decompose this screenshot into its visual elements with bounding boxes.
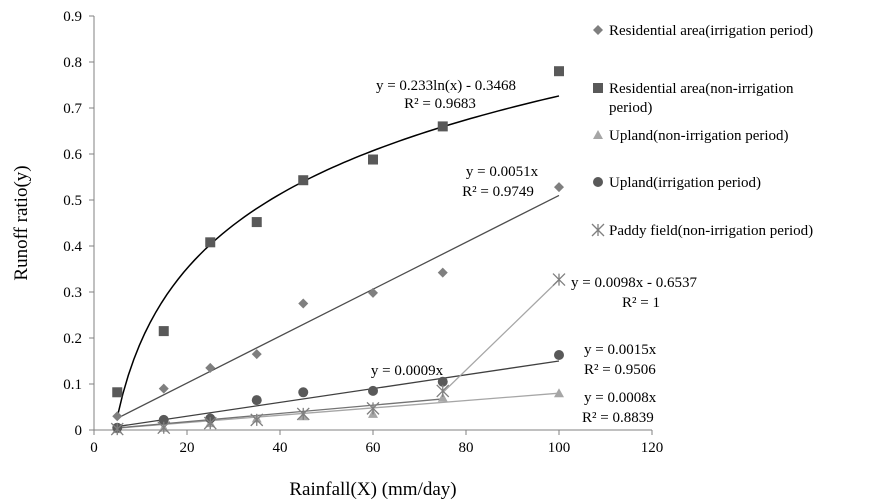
legend-label: Upland(non-irrigation period) xyxy=(609,128,789,144)
trendlines xyxy=(116,95,560,429)
y-tick-label: 0.9 xyxy=(63,9,82,25)
trendline-equation: R² = 0.9749 xyxy=(462,184,534,200)
diamond-point xyxy=(554,182,564,193)
y-tick-label: 0.8 xyxy=(63,55,82,71)
y-tick-label: 0.2 xyxy=(63,331,82,347)
x-axis-title: Rainfall(X) (mm/day) xyxy=(289,479,456,500)
trendline xyxy=(117,392,560,429)
y-tick-label: 0.4 xyxy=(63,239,82,255)
trendline xyxy=(117,398,443,429)
trendline-equation: y = 0.0008x xyxy=(584,390,657,406)
square-point xyxy=(368,154,378,165)
circle-point xyxy=(158,414,169,425)
circle-point xyxy=(298,387,309,398)
triangle-point xyxy=(554,388,564,398)
y-axis-title: Runoff ratio(y) xyxy=(11,165,32,280)
legend-marker-square xyxy=(593,83,603,93)
x-tick-label: 120 xyxy=(641,440,664,456)
x-tick-label: 0 xyxy=(90,440,98,456)
trendline-equation: R² = 0.8839 xyxy=(582,410,654,426)
legend-item: Upland(irrigation period) xyxy=(593,175,761,191)
diamond-point xyxy=(205,362,216,373)
y-tick-label: 0.7 xyxy=(63,101,82,117)
star-point xyxy=(296,407,310,421)
diamond-point xyxy=(437,267,448,278)
trendline-equation: y = 0.0015x xyxy=(584,342,657,358)
legend-marker-triangle xyxy=(593,130,603,139)
legend-item: Residential area(non-irrigation period) xyxy=(593,81,794,116)
square-point xyxy=(251,217,262,228)
y-tick-label: 0.5 xyxy=(63,193,82,209)
legend-item: Residential area(irrigation period) xyxy=(593,23,813,39)
trendline-equation: R² = 0.9683 xyxy=(404,96,476,112)
diamond-point xyxy=(368,287,378,298)
x-tick-label: 100 xyxy=(548,440,571,456)
square-point xyxy=(112,387,123,398)
trendline xyxy=(116,95,560,418)
legend-marker-star xyxy=(591,223,605,237)
star-point xyxy=(250,413,264,427)
circle-point xyxy=(368,385,378,396)
trendline xyxy=(117,360,560,428)
star-point xyxy=(366,401,380,415)
annotations: y = 0.233ln(x) - 0.3468 R² = 0.9683 y = 0.… xyxy=(371,78,698,426)
x-tick-label: 40 xyxy=(273,440,288,456)
y-tick-label: 0.1 xyxy=(63,377,82,393)
square-point xyxy=(554,66,564,77)
diamond-point xyxy=(298,298,309,309)
trendline xyxy=(116,194,560,419)
trendline xyxy=(442,279,560,394)
y-tick-label: 0.3 xyxy=(63,285,82,301)
legend-label: Paddy field(non-irrigation period) xyxy=(609,223,813,239)
trendline-equation: R² = 0.9506 xyxy=(584,362,656,378)
square-point xyxy=(205,237,216,248)
diamond-point xyxy=(251,349,262,360)
circle-point xyxy=(554,350,564,361)
trendline-equation: R² = 1 xyxy=(622,295,660,311)
data-points xyxy=(110,66,566,436)
trendline-equation: y = 0.0098x - 0.6537 xyxy=(571,275,697,291)
legend-item: Upland(non-irrigation period) xyxy=(593,128,789,144)
legend-label: Residential area(irrigation period) xyxy=(609,23,813,39)
star-point xyxy=(552,273,566,287)
diamond-point xyxy=(158,383,169,394)
y-tick-label: 0 xyxy=(75,423,83,439)
circle-point xyxy=(437,376,448,387)
star-point xyxy=(110,422,124,436)
legend-marker-circle xyxy=(593,177,603,187)
star-point xyxy=(436,384,450,398)
legend-label: Upland(irrigation period) xyxy=(609,175,761,191)
trendline-equation: y = 0.0009x xyxy=(371,363,444,379)
axes: 0 20 40 60 80 100 120 0 0.1 0.2 0.3 0.4 0.5 0.6 0.7 0.8… xyxy=(63,9,663,456)
x-tick-label: 60 xyxy=(366,440,381,456)
trendline-equation: y = 0.233ln(x) - 0.3468 xyxy=(376,78,516,94)
diamond-point xyxy=(112,411,123,422)
y-tick-label: 0.6 xyxy=(63,147,82,163)
square-point xyxy=(437,121,448,132)
square-point xyxy=(298,175,309,186)
circle-point xyxy=(251,395,262,406)
x-tick-label: 80 xyxy=(459,440,474,456)
x-tick-label: 20 xyxy=(180,440,195,456)
star-point xyxy=(203,416,217,430)
trendline-equation: y = 0.0051x xyxy=(466,164,539,180)
legend: Residential area(irrigation period) Resid… xyxy=(591,23,813,239)
square-point xyxy=(158,326,169,337)
legend-item: Paddy field(non-irrigation period) xyxy=(591,223,813,239)
legend-label: Residential area(non-irrigation period) xyxy=(609,81,794,116)
star-point xyxy=(157,421,171,435)
triangle-point xyxy=(437,392,448,402)
legend-marker-diamond xyxy=(593,25,603,35)
